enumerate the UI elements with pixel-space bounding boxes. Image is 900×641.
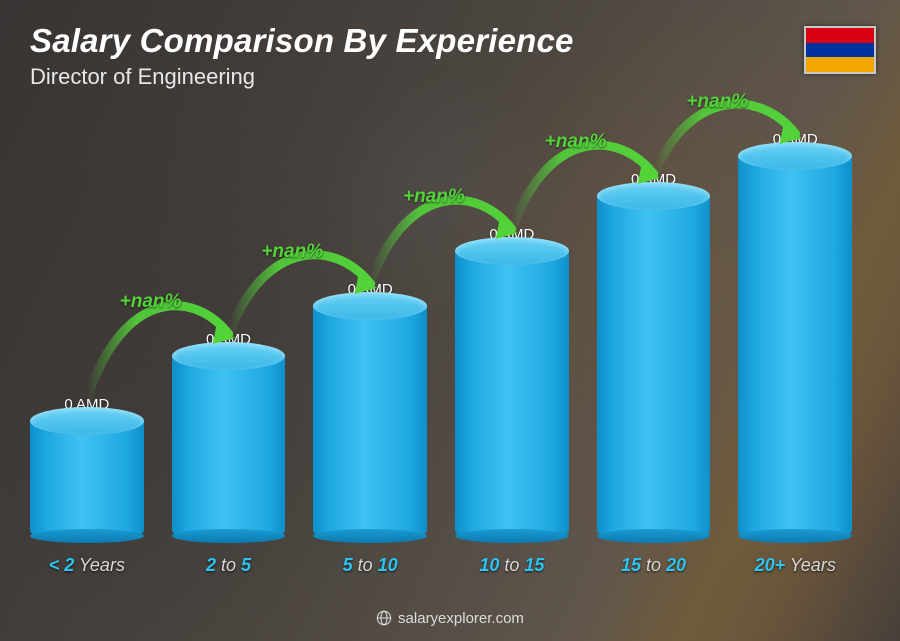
bar [597,196,711,536]
x-axis-label: 2 to 5 [172,555,286,576]
footer-text: salaryexplorer.com [398,610,524,627]
globe-icon [376,610,392,626]
bar-slot: 0 AMD [738,131,852,536]
chart-subtitle: Director of Engineering [30,64,574,90]
x-axis-label: < 2 Years [30,555,144,576]
footer: salaryexplorer.com [0,610,900,627]
x-axis-label: 5 to 10 [313,555,427,576]
bar [172,356,286,536]
bar [313,306,427,536]
x-axis-label: 20+ Years [738,555,852,576]
bar-slot: 0 AMD [455,226,569,536]
flag-stripe-3 [806,57,874,72]
flag-stripe-2 [806,43,874,58]
bars-container: 0 AMD0 AMD0 AMD0 AMD0 AMD0 AMD [30,125,852,536]
x-axis-label: 10 to 15 [455,555,569,576]
bar-slot: 0 AMD [597,171,711,536]
x-axis-label: 15 to 20 [597,555,711,576]
bar-slot: 0 AMD [30,396,144,536]
bar-slot: 0 AMD [172,331,286,536]
bar [30,421,144,536]
country-flag-armenia [804,26,876,74]
flag-stripe-1 [806,28,874,43]
chart-title: Salary Comparison By Experience [30,22,574,60]
title-block: Salary Comparison By Experience Director… [30,22,574,90]
bar [455,251,569,536]
bar-chart: 0 AMD0 AMD0 AMD0 AMD0 AMD0 AMD +nan%+nan… [30,125,852,576]
bar [738,156,852,536]
bar-slot: 0 AMD [313,281,427,536]
x-axis-labels: < 2 Years 2 to 5 5 to 10 10 to 15 15 to 20 20… [30,555,852,576]
